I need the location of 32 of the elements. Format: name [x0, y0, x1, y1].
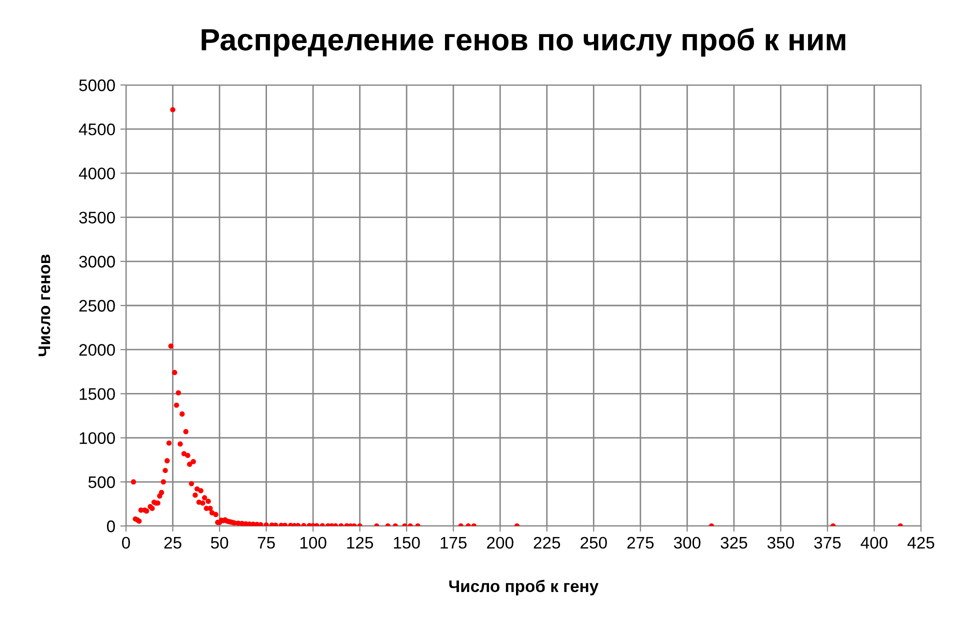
x-tick-label: 225 [534, 536, 560, 549]
chart-title: Распределение генов по числу проб к ним [202, 28, 846, 57]
x-tick-label: 150 [394, 536, 420, 549]
x-tick-label: 125 [347, 536, 374, 549]
x-tick-label: 75 [258, 537, 275, 549]
y-axis-title: Число генов [38, 254, 50, 356]
y-tick-label: 500 [88, 476, 115, 488]
y-tick-label: 2500 [79, 300, 115, 312]
y-tick-label: 3500 [79, 212, 115, 224]
x-tick-label: 250 [580, 536, 607, 549]
y-tick-label: 1000 [80, 432, 115, 444]
x-tick-label: 275 [627, 536, 654, 549]
y-tick-label: 0 [106, 520, 115, 532]
x-tick-label: 350 [767, 536, 794, 549]
x-tick-label: 375 [814, 536, 841, 549]
y-tick-label: 4500 [78, 124, 115, 136]
y-tick-label: 4000 [78, 168, 115, 180]
x-tick-label: 200 [487, 536, 514, 549]
y-tick-label: 1500 [80, 388, 115, 400]
y-tick-label: 3000 [79, 256, 115, 268]
x-tick-label: 400 [860, 536, 888, 549]
x-tick-label: 0 [122, 536, 130, 549]
x-tick-label: 425 [907, 536, 934, 549]
x-tick-label: 300 [674, 536, 700, 549]
x-axis-title: Число проб к гену [449, 580, 599, 596]
x-tick-label: 25 [164, 536, 182, 549]
x-tick-label: 50 [210, 536, 228, 549]
x-tick-label: 325 [720, 536, 748, 549]
y-tick-label: 5000 [79, 79, 115, 92]
y-tick-label: 2000 [79, 344, 115, 356]
x-tick-label: 175 [440, 537, 467, 549]
x-tick-label: 100 [300, 536, 326, 549]
